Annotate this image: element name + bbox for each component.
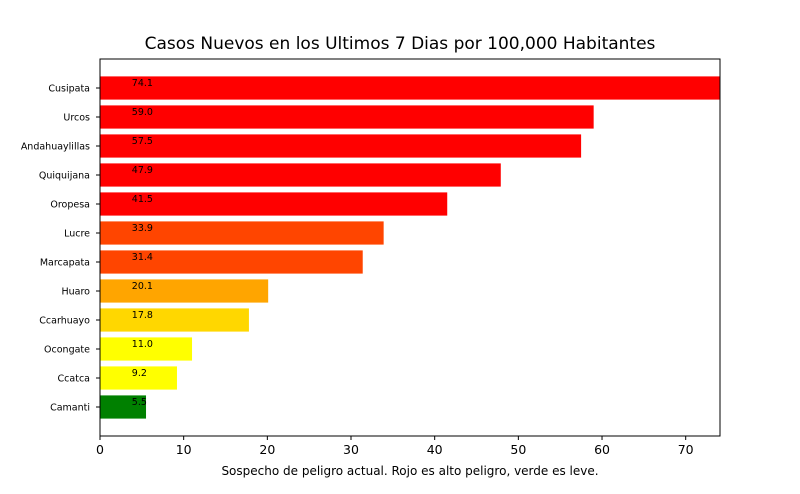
bar-ccatca xyxy=(100,366,177,390)
bar-urcos xyxy=(100,105,594,129)
chart-title: Casos Nuevos en los Ultimos 7 Dias por 1… xyxy=(145,34,656,54)
value-label: 57.5 xyxy=(132,136,153,147)
value-label: 20.1 xyxy=(132,281,153,292)
y-tick-label: Urcos xyxy=(63,113,90,124)
value-label: 11.0 xyxy=(132,339,153,350)
bar-lucre xyxy=(100,221,384,245)
bar-huaro xyxy=(100,279,269,303)
value-label: 59.0 xyxy=(132,107,153,118)
x-tick-label: 40 xyxy=(427,442,443,457)
value-label: 5.5 xyxy=(132,397,147,408)
x-tick-label: 10 xyxy=(176,442,192,457)
bar-camanti xyxy=(100,395,147,419)
y-tick-label: Cusipata xyxy=(48,84,90,95)
bar-quiquijana xyxy=(100,163,501,187)
y-tick-label: Huaro xyxy=(62,287,91,298)
y-tick-label: Camanti xyxy=(50,403,90,414)
y-tick-label: Lucre xyxy=(64,229,90,240)
plot-frame xyxy=(99,58,721,437)
value-label: 74.1 xyxy=(132,78,153,89)
x-tick-label: 0 xyxy=(96,442,104,457)
value-label: 9.2 xyxy=(132,368,147,379)
bar-marcapata xyxy=(100,250,363,274)
y-tick-label: Ocongate xyxy=(44,345,90,356)
x-tick-label: 60 xyxy=(594,442,610,457)
y-tick-label: Ccatca xyxy=(58,374,90,385)
y-tick-label: Marcapata xyxy=(40,258,90,269)
y-tick-label: Ccarhuayo xyxy=(39,316,90,327)
bar-cusipata xyxy=(100,76,720,100)
x-tick-label: 50 xyxy=(510,442,526,457)
bar-ocongate xyxy=(100,337,193,361)
value-label: 17.8 xyxy=(132,310,153,321)
value-label: 47.9 xyxy=(132,165,153,176)
bar-oropesa xyxy=(100,192,448,216)
x-axis-label: Sospecho de peligro actual. Rojo es alto… xyxy=(221,464,598,478)
x-tick-label: 70 xyxy=(678,442,694,457)
bar-ccarhuayo xyxy=(100,308,249,332)
value-label: 31.4 xyxy=(132,252,153,263)
x-tick-label: 20 xyxy=(259,442,275,457)
y-tick-label: Andahuaylillas xyxy=(21,142,90,153)
value-label: 33.9 xyxy=(132,223,153,234)
y-tick-label: Quiquijana xyxy=(39,171,90,182)
value-label: 41.5 xyxy=(132,194,153,205)
y-tick-label: Oropesa xyxy=(50,200,90,211)
bar-andahuaylillas xyxy=(100,134,582,158)
x-tick-label: 30 xyxy=(343,442,359,457)
